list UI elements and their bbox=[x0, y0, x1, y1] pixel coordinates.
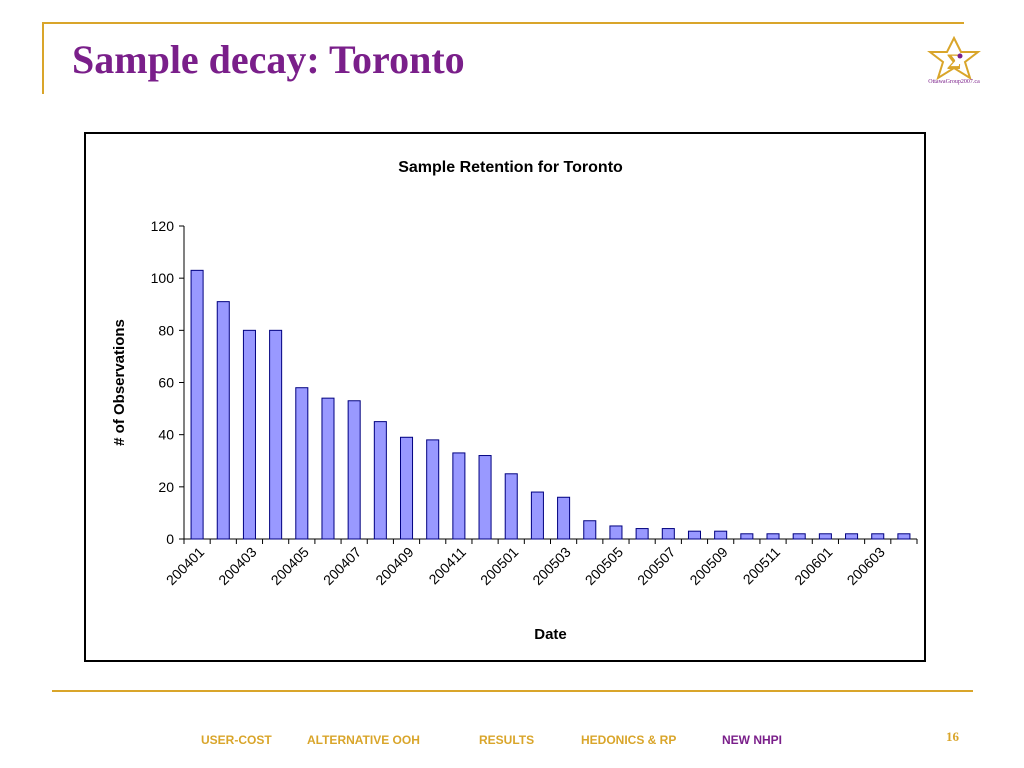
chart-title: Sample Retention for Toronto bbox=[398, 159, 623, 176]
x-tick-label: 200603 bbox=[844, 544, 888, 588]
nav-new-nhpi[interactable]: NEW NHPI bbox=[722, 733, 782, 747]
x-tick-label: 200511 bbox=[740, 544, 784, 588]
y-tick-label: 0 bbox=[166, 531, 174, 547]
nav-hedonics-rp[interactable]: HEDONICS & RP bbox=[581, 733, 677, 747]
bar bbox=[818, 533, 832, 540]
logo-caption: OttawaGroup2007.ca bbox=[928, 79, 980, 85]
bar bbox=[426, 439, 440, 540]
x-tick-label: 200403 bbox=[215, 544, 259, 588]
y-tick-label: 100 bbox=[151, 270, 175, 286]
x-tick-label: 200409 bbox=[372, 544, 416, 588]
x-tick-label: 200509 bbox=[686, 544, 730, 588]
bar bbox=[609, 525, 623, 540]
bar bbox=[661, 528, 675, 540]
ottawa-group-logo: Σ OttawaGroup2007.ca bbox=[922, 36, 986, 92]
bar bbox=[530, 491, 544, 540]
slide-title: Sample decay: Toronto bbox=[72, 37, 465, 82]
y-tick-label: 120 bbox=[151, 218, 175, 234]
bar bbox=[740, 533, 754, 540]
x-tick-label: 200401 bbox=[163, 544, 207, 588]
nav-user-cost[interactable]: USER-COST bbox=[201, 733, 272, 747]
top-divider-line bbox=[42, 22, 964, 24]
bar bbox=[583, 520, 597, 540]
bar bbox=[190, 269, 204, 540]
x-tick-label: 200505 bbox=[582, 544, 626, 588]
bottom-divider-line bbox=[52, 690, 973, 692]
star-sigma-icon: Σ bbox=[927, 36, 981, 81]
x-tick-label: 200507 bbox=[634, 544, 678, 588]
nav-alternative-ooh[interactable]: ALTERNATIVE OOH bbox=[307, 733, 420, 747]
y-tick-label: 60 bbox=[158, 375, 174, 391]
y-axis-label: # of Observations bbox=[111, 319, 128, 446]
x-axis-label: Date bbox=[534, 626, 567, 643]
x-tick-label: 200407 bbox=[320, 544, 364, 588]
bar bbox=[897, 533, 911, 540]
bar bbox=[635, 528, 649, 540]
bar bbox=[295, 387, 309, 540]
chart-frame: Sample Retention for Toronto 0 20 40 60 80 100… bbox=[84, 132, 926, 662]
title-accent-line bbox=[42, 22, 44, 94]
bar bbox=[452, 452, 466, 540]
nav-results[interactable]: RESULTS bbox=[479, 733, 535, 747]
bar-chart: Sample Retention for Toronto 0 20 40 60 80 100… bbox=[111, 159, 918, 643]
x-tick-label: 200601 bbox=[791, 544, 835, 588]
y-tick-label: 20 bbox=[158, 479, 174, 495]
bar bbox=[845, 533, 859, 540]
bar bbox=[766, 533, 780, 540]
page-number: 16 bbox=[946, 729, 959, 744]
x-tick-label: 200411 bbox=[425, 544, 469, 588]
bar bbox=[269, 329, 283, 540]
y-tick-label: 80 bbox=[158, 322, 174, 338]
y-tick-label: 40 bbox=[158, 427, 174, 443]
x-tick-label: 200503 bbox=[529, 544, 573, 588]
footer-navigation: USER-COST ALTERNATIVE OOH RESULTS HEDONI… bbox=[0, 733, 1024, 753]
bar bbox=[504, 473, 518, 540]
bar bbox=[557, 496, 571, 540]
bar bbox=[216, 301, 230, 540]
bar bbox=[347, 400, 361, 540]
bar bbox=[373, 421, 387, 540]
bar bbox=[714, 530, 728, 540]
x-tick-label: 200405 bbox=[268, 544, 312, 588]
bar bbox=[242, 329, 256, 540]
x-tick-label: 200501 bbox=[477, 544, 521, 588]
bar bbox=[792, 533, 806, 540]
bar bbox=[871, 533, 885, 540]
bar bbox=[687, 530, 702, 540]
bar bbox=[478, 455, 492, 540]
svg-text:Σ: Σ bbox=[947, 49, 961, 74]
bar bbox=[321, 397, 335, 540]
bar bbox=[399, 436, 414, 540]
